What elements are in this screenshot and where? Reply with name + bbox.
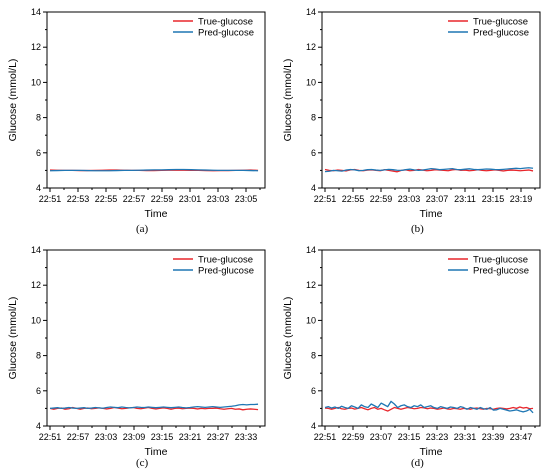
legend-label-pred-glucose: Pred-glucose <box>198 266 254 277</box>
y-tick-label: 14 <box>306 7 316 17</box>
chart-panel-b: 4 6 8 10 12 14 22:51 22:55 22:59 23:03 23:07 23:11 2… <box>275 0 550 238</box>
x-tick-label: 23:01 <box>179 194 202 204</box>
x-tick-label: 23:07 <box>426 194 449 204</box>
y-tick-label: 8 <box>311 113 316 123</box>
x-tick-label: 22:59 <box>342 432 365 442</box>
x-tick-label: 23:15 <box>398 432 421 442</box>
legend-label-pred-glucose: Pred-glucose <box>473 28 529 39</box>
legend-label-pred-glucose: Pred-glucose <box>473 266 529 277</box>
chart-panel-d: 4 6 8 10 12 14 22:51 22:59 23:07 23:15 23:23 23:31 2… <box>275 238 550 475</box>
panel-caption-c: (c) <box>136 457 148 469</box>
chart-panel-a: 4 6 8 10 12 14 22:51 22:53 22:55 22:57 22:59 23:01 2… <box>0 0 275 238</box>
x-tick-label: 23:39 <box>482 432 505 442</box>
y-axis-label: Glucose (mmol/L) <box>7 59 19 142</box>
y-tick-label: 6 <box>36 386 41 396</box>
y-tick-label: 8 <box>36 351 41 361</box>
x-tick-label: 23:33 <box>235 432 258 442</box>
panel-caption-d: (d) <box>411 457 424 469</box>
x-tick-label: 22:51 <box>314 194 337 204</box>
x-tick-label: 23:11 <box>454 194 476 204</box>
x-tick-label: 22:51 <box>39 432 62 442</box>
y-tick-label: 8 <box>311 351 316 361</box>
legend-label-true-glucose: True-glucose <box>473 255 528 266</box>
x-tick-label: 23:21 <box>179 432 202 442</box>
x-tick-label: 23:05 <box>235 194 258 204</box>
x-tick-label: 23:07 <box>370 432 393 442</box>
y-tick-label: 4 <box>311 183 316 193</box>
y-axis-label: Glucose (mmol/L) <box>282 59 294 142</box>
x-tick-label: 22:53 <box>67 194 90 204</box>
x-tick-label: 23:15 <box>482 194 505 204</box>
panel-caption-b: (b) <box>411 223 424 235</box>
y-tick-label: 10 <box>306 315 316 325</box>
y-axis-label: Glucose (mmol/L) <box>7 297 19 380</box>
x-tick-label: 23:23 <box>426 432 449 442</box>
x-tick-label: 22:59 <box>151 194 174 204</box>
y-tick-label: 12 <box>31 280 41 290</box>
x-tick-label: 23:31 <box>454 432 477 442</box>
x-tick-label: 22:55 <box>95 194 118 204</box>
y-tick-label: 12 <box>31 42 41 52</box>
x-tick-label: 23:03 <box>398 194 421 204</box>
x-tick-label: 23:47 <box>510 432 533 442</box>
y-tick-label: 4 <box>36 421 41 431</box>
x-tick-label: 22:51 <box>314 432 337 442</box>
x-axis-label: Time <box>145 208 168 220</box>
y-tick-label: 14 <box>306 245 316 255</box>
series-line-pred-glucose <box>50 404 258 408</box>
series-line-pred-glucose <box>325 401 533 412</box>
y-tick-label: 14 <box>31 245 41 255</box>
y-tick-label: 4 <box>311 421 316 431</box>
y-tick-label: 10 <box>31 315 41 325</box>
x-tick-label: 23:15 <box>151 432 174 442</box>
y-tick-label: 14 <box>31 7 41 17</box>
x-tick-label: 22:55 <box>342 194 365 204</box>
x-tick-label: 23:27 <box>207 432 230 442</box>
y-tick-label: 8 <box>36 113 41 123</box>
y-tick-label: 6 <box>311 386 316 396</box>
chart-panel-c: 4 6 8 10 12 14 22:51 22:57 23:03 23:09 23:15 23:21 2… <box>0 238 275 475</box>
x-tick-label: 23:03 <box>207 194 230 204</box>
x-axis-label: Time <box>420 208 443 220</box>
y-tick-label: 10 <box>31 77 41 87</box>
legend-label-true-glucose: True-glucose <box>198 255 253 266</box>
x-tick-label: 23:09 <box>123 432 146 442</box>
y-tick-label: 10 <box>306 77 316 87</box>
x-tick-label: 23:19 <box>510 194 533 204</box>
x-tick-label: 23:03 <box>95 432 118 442</box>
x-tick-label: 22:51 <box>39 194 62 204</box>
panel-caption-a: (a) <box>136 223 148 235</box>
y-tick-label: 12 <box>306 42 316 52</box>
y-tick-label: 12 <box>306 280 316 290</box>
x-tick-label: 22:59 <box>370 194 393 204</box>
y-axis-label: Glucose (mmol/L) <box>282 297 294 380</box>
x-tick-label: 22:57 <box>123 194 146 204</box>
y-tick-label: 6 <box>36 148 41 158</box>
legend-label-true-glucose: True-glucose <box>198 17 253 28</box>
x-tick-label: 22:57 <box>67 432 90 442</box>
legend-label-true-glucose: True-glucose <box>473 17 528 28</box>
y-tick-label: 6 <box>311 148 316 158</box>
y-tick-label: 4 <box>36 183 41 193</box>
legend-label-pred-glucose: Pred-glucose <box>198 28 254 39</box>
